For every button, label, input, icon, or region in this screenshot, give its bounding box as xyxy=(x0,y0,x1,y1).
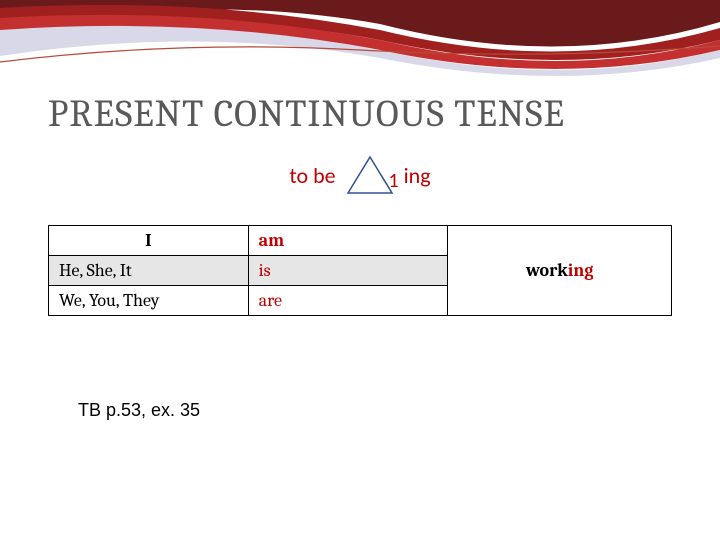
slide-body: PRESENT CONTINUOUS TENSE to be 1 ing Iam… xyxy=(0,0,720,540)
verb-cell: am xyxy=(248,226,448,256)
formula-triangle: 1 xyxy=(346,155,394,195)
gerund-suffix: ing xyxy=(568,260,594,281)
gerund-cell: working xyxy=(448,226,672,316)
table-row: Iamworking xyxy=(49,226,672,256)
footnote: TB p.53, ex. 35 xyxy=(78,400,200,421)
formula-triangle-number: 1 xyxy=(370,169,418,193)
formula-tobe: to be xyxy=(289,162,335,189)
subject-cell: He, She, It xyxy=(49,256,249,286)
subject-cell: I xyxy=(49,226,249,256)
verb-cell: is xyxy=(248,256,448,286)
page-title: PRESENT CONTINUOUS TENSE xyxy=(48,92,565,136)
verb-cell: are xyxy=(248,286,448,316)
subject-cell: We, You, They xyxy=(49,286,249,316)
gerund-stem: work xyxy=(526,260,568,281)
grammar-table: IamworkingHe, She, ItisWe, You, Theyare xyxy=(48,225,672,316)
formula-row: to be 1 ing xyxy=(0,155,720,195)
